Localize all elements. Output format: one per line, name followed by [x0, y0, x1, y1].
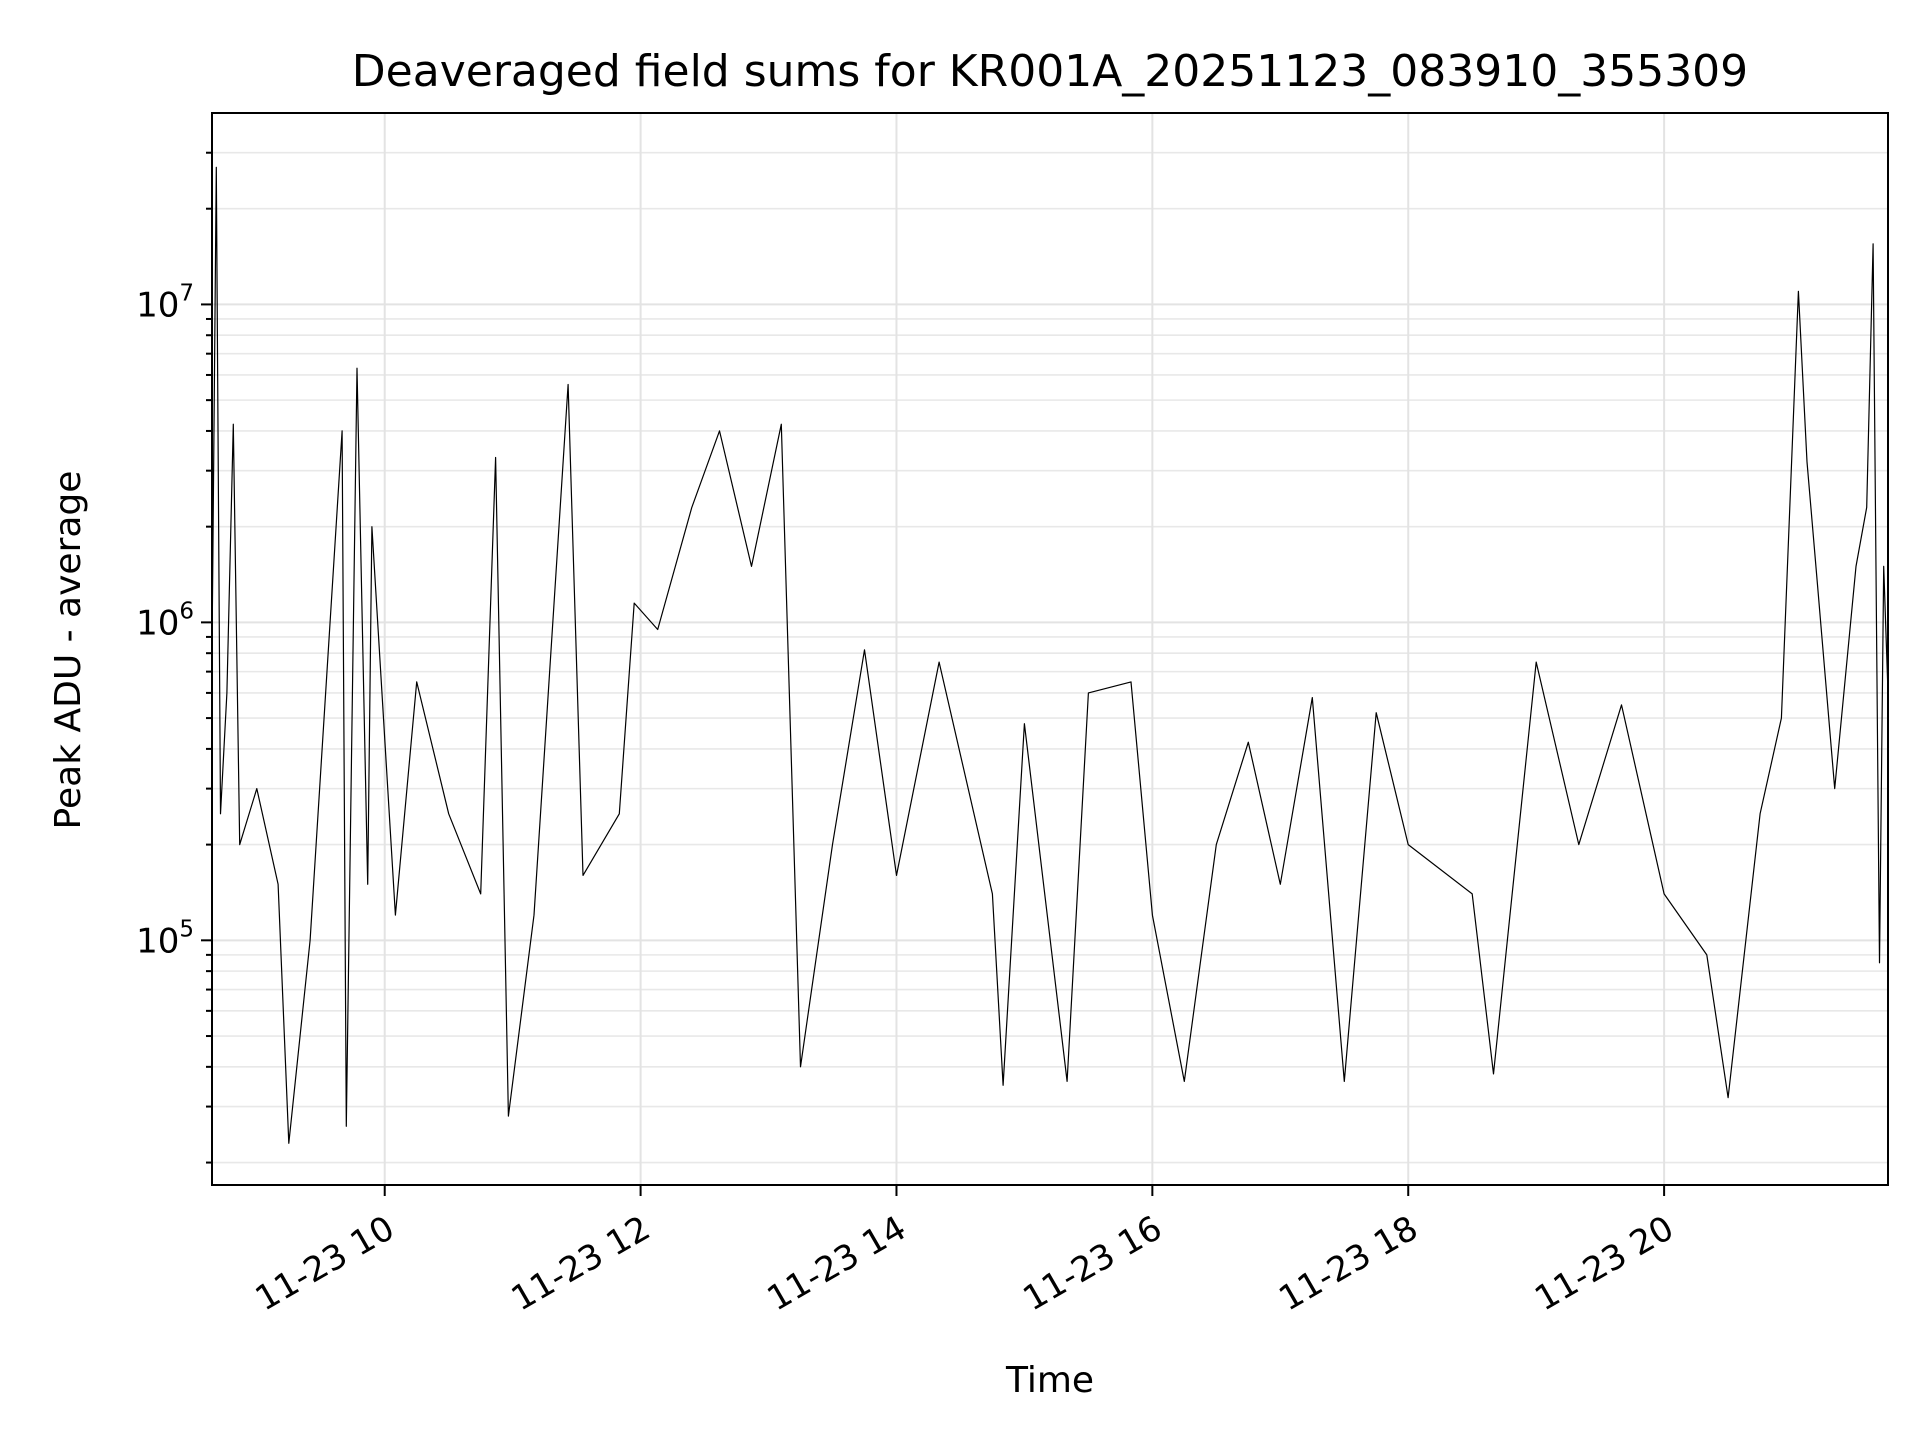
- y-tick-label-base: 10: [136, 921, 179, 961]
- y-tick-label-exponent: 5: [179, 916, 194, 942]
- y-axis-label: Peak ADU - average: [48, 471, 89, 830]
- y-tick-label: 106: [136, 598, 194, 643]
- x-axis-label: Time: [1005, 1360, 1094, 1401]
- y-tick-label-exponent: 6: [179, 598, 194, 624]
- y-tick-label: 107: [136, 280, 194, 325]
- chart-title: Deaveraged field sums for KR001A_2025112…: [352, 46, 1748, 97]
- plot-frame: [211, 112, 1889, 1186]
- y-tick-label-exponent: 7: [179, 280, 194, 306]
- y-tick-label-base: 10: [136, 603, 179, 643]
- series-layer: [211, 166, 1889, 1144]
- y-tick-label: 105: [136, 916, 194, 961]
- data-series-line: [211, 166, 1889, 1144]
- y-tick-label-base: 10: [136, 285, 179, 325]
